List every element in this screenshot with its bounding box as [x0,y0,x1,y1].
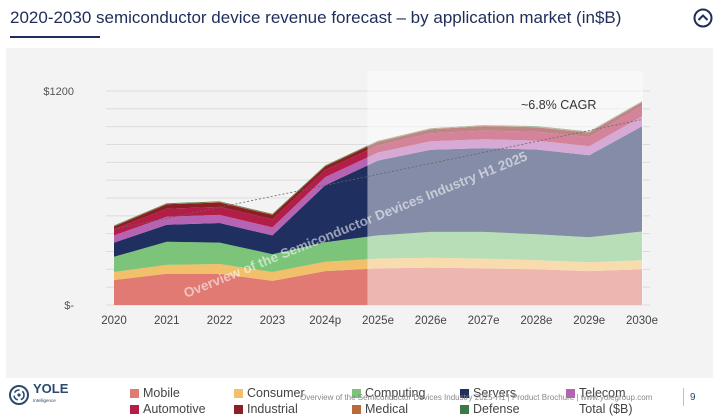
legend-item: Computing [352,386,425,400]
legend-item: Mobile [130,386,180,400]
legend-label: Total ($B) [579,402,633,416]
chart-panel: Overview of the Semiconductor Devices In… [6,48,713,416]
legend-swatch [130,404,139,414]
x-tick-label: 2022 [207,315,233,327]
legend-swatch [566,388,575,398]
area-automotive [114,105,642,236]
legend-label: Medical [365,402,409,416]
cagr-annotation: ~6.8% CAGR [521,98,596,112]
x-tick-label: 2029e [573,315,605,327]
slide-title: 2020-2030 semiconductor device revenue f… [10,8,622,27]
axis-labels-layer: $- $1200 2020 2021 2022 2023 2024p 2025e 2026e 20… [43,86,658,327]
legend-item: Industrial [234,402,298,416]
x-tick-label: 2030e [626,315,658,327]
x-tick-label: 2025e [362,315,394,327]
legend-item: Servers [460,386,516,400]
footer-text: Overview of the Semiconductor Devices In… [300,393,653,402]
legend-item: Telecom [566,386,626,400]
x-tick-label: 2021 [154,315,180,327]
chevron-up-icon[interactable] [693,8,713,28]
brand-logo-block: YOLE Intelligence [8,381,69,407]
area-mobile [114,267,642,305]
legend-swatch [130,388,139,398]
x-tick-label: 2023 [260,315,286,327]
legend-swatch [460,404,469,414]
x-tick-label: 2024p [309,315,341,327]
legend-swatch [234,388,243,398]
legend-item: Defense [460,402,520,416]
brand-subtitle: Intelligence [33,398,56,403]
yole-logo-icon [9,385,29,405]
area-servers [114,126,642,257]
trend-layer: ~6.8% CAGR [113,98,643,230]
legend-item: Total ($B) [566,402,633,416]
x-tick-label: 2027e [468,315,500,327]
legend-swatch [352,388,361,398]
legend-swatch [566,405,575,414]
y-tick-label: $1200 [43,86,74,98]
brand-title: YOLE [33,381,69,396]
footer-divider [683,388,684,406]
cagr-trend-line [113,119,643,230]
legend-label: Defense [473,402,520,416]
y-tick-label: $- [64,300,74,312]
legend-item: Automotive [130,402,206,416]
legend-label: Consumer [247,386,305,400]
legend-swatch [234,404,243,414]
legend-label: Computing [365,386,426,400]
area-telecom [114,116,642,243]
legend-item: Consumer [234,386,305,400]
legend-item: Medical [352,402,408,416]
legend-label: Servers [473,386,517,400]
brand-name: YOLE Intelligence [33,381,69,407]
x-tick-label: 2028e [520,315,552,327]
legend-swatch [352,404,361,414]
area-computing [114,231,642,272]
x-tick-label: 2020 [101,315,127,327]
legend-label: Mobile [143,386,180,400]
forecast-overlay [367,71,643,305]
x-tick-label: 2026e [415,315,447,327]
legend-label: Telecom [579,386,626,400]
area-series-layer [114,101,642,305]
area-consumer [114,257,642,281]
stacked-area-chart: Overview of the Semiconductor Devices In… [43,71,658,327]
title-underline [10,36,100,38]
page-number: 9 [690,392,696,403]
legend-label: Industrial [247,402,298,416]
legend-swatch [460,388,469,398]
legend-label: Automotive [143,402,206,416]
